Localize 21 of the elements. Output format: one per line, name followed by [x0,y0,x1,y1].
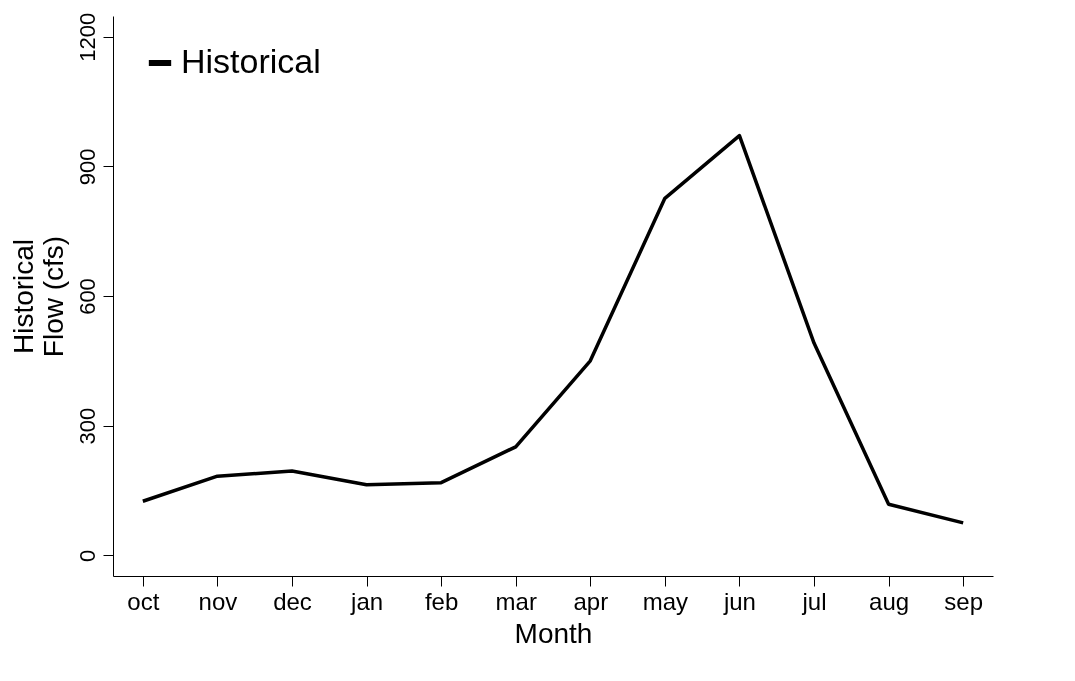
y-axis-title: Historical Flow (cfs) [7,235,69,358]
x-tick-label: aug [869,587,910,615]
y-tick-label: 900 [74,148,100,186]
x-tick-label: feb [424,587,459,615]
x-tick-label: mar [495,587,537,615]
x-tick-label: apr [573,587,609,615]
x-tick-label: dec [273,587,312,615]
x-axis-title: Month [514,617,593,649]
y-tick-label: 600 [74,278,100,315]
y-tick-label: 300 [74,407,100,445]
x-tick-label: jan [350,587,384,615]
x-tick-label: jul [801,587,827,615]
line-series [141,133,965,525]
legend-label: Historical [181,42,321,80]
x-tick-label: sep [944,587,984,615]
x-tick-label: jun [722,587,756,615]
x-tick-label: may [642,587,689,615]
y-tick-label: 0 [74,549,100,562]
x-tick-label: oct [127,587,160,615]
y-tick-label: 1200 [74,12,100,62]
x-tick-label: nov [198,587,238,615]
